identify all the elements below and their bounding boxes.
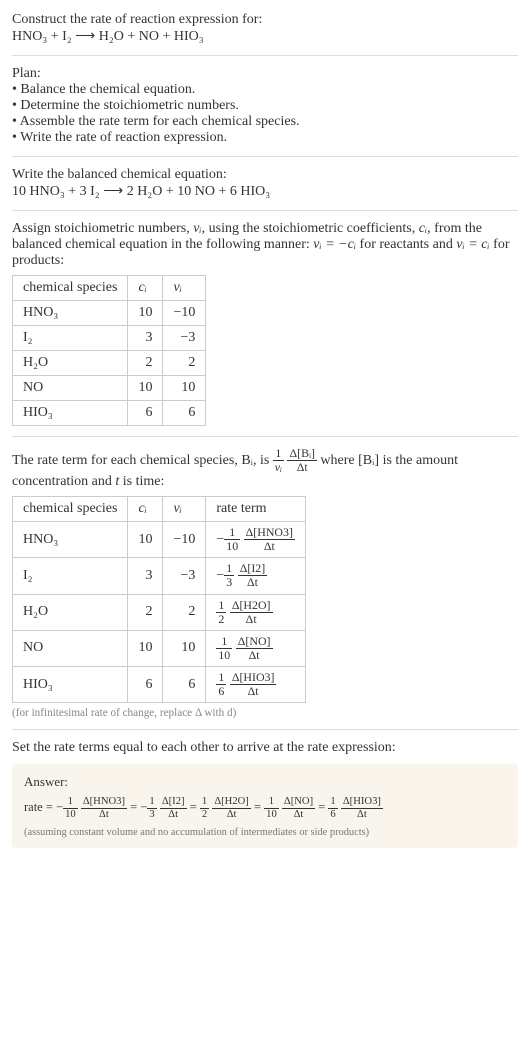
- col-c: cᵢ: [128, 497, 163, 522]
- rate-term: 12 Δ[H2O]Δt: [200, 800, 251, 814]
- eq-rhs: H₂O + NO + HIO₃: [99, 29, 204, 44]
- rateterm-table: chemical species cᵢ νᵢ rate term HNO₃10−…: [12, 496, 306, 703]
- table-row: HIO₃66: [13, 401, 206, 426]
- rate-term: 110 Δ[NO]Δt: [264, 800, 315, 814]
- construct-label: Construct the rate of reaction expressio…: [12, 12, 518, 28]
- col-nu: νᵢ: [163, 497, 206, 522]
- divider: [12, 55, 518, 56]
- col-species: chemical species: [13, 276, 128, 301]
- delta-frac: Δ[Bᵢ]Δt: [287, 447, 316, 474]
- balanced-equation: 10 HNO₃ + 3 I₂ ⟶ 2 H₂O + 10 NO + 6 HIO₃: [12, 183, 518, 200]
- table-header-row: chemical species cᵢ νᵢ: [13, 276, 206, 301]
- coef-frac: 1νᵢ: [273, 447, 284, 474]
- plan-list: Balance the chemical equation. Determine…: [12, 82, 518, 146]
- table-row: H₂O22: [13, 351, 206, 376]
- table-row: NO1010110 Δ[NO]Δt: [13, 630, 306, 666]
- table-header-row: chemical species cᵢ νᵢ rate term: [13, 497, 306, 522]
- col-species: chemical species: [13, 497, 128, 522]
- plan-item: Write the rate of reaction expression.: [12, 130, 518, 146]
- table-row: I₂3−3: [13, 326, 206, 351]
- table-row: H₂O2212 Δ[H2O]Δt: [13, 594, 306, 630]
- table-row: HNO₃10−10−110 Δ[HNO3]Δt: [13, 522, 306, 558]
- balanced-section: Write the balanced chemical equation: 10…: [12, 167, 518, 200]
- col-rate: rate term: [206, 497, 306, 522]
- answer-label: Answer:: [24, 774, 506, 790]
- assign-text: Assign stoichiometric numbers, νᵢ, using…: [12, 221, 509, 268]
- assign-section: Assign stoichiometric numbers, νᵢ, using…: [12, 221, 518, 426]
- divider: [12, 156, 518, 157]
- rate-term: −13 Δ[I2]Δt: [140, 800, 186, 814]
- plan-heading: Plan:: [12, 66, 518, 82]
- final-heading: Set the rate terms equal to each other t…: [12, 740, 518, 756]
- divider: [12, 436, 518, 437]
- col-c: cᵢ: [128, 276, 163, 301]
- intro-section: Construct the rate of reaction expressio…: [12, 12, 518, 45]
- stoich-table: chemical species cᵢ νᵢ HNO₃10−10 I₂3−3 H…: [12, 275, 206, 426]
- table-row: NO1010: [13, 376, 206, 401]
- plan-section: Plan: Balance the chemical equation. Det…: [12, 66, 518, 146]
- plan-item: Balance the chemical equation.: [12, 82, 518, 98]
- final-section: Set the rate terms equal to each other t…: [12, 740, 518, 847]
- rateterm-footnote: (for infinitesimal rate of change, repla…: [12, 707, 518, 719]
- rateterm-section: The rate term for each chemical species,…: [12, 447, 518, 719]
- plan-item: Determine the stoichiometric numbers.: [12, 98, 518, 114]
- divider: [12, 729, 518, 730]
- table-row: HNO₃10−10: [13, 301, 206, 326]
- rateterm-text: The rate term for each chemical species,…: [12, 453, 458, 489]
- divider: [12, 210, 518, 211]
- eq-lhs: HNO₃ + I₂: [12, 29, 72, 44]
- rate-assumption: (assuming constant volume and no accumul…: [24, 827, 506, 838]
- plan-item: Assemble the rate term for each chemical…: [12, 114, 518, 130]
- col-nu: νᵢ: [163, 276, 206, 301]
- table-row: I₂3−3−13 Δ[I2]Δt: [13, 558, 306, 594]
- rate-label: rate =: [24, 800, 56, 814]
- eq-arrow: ⟶: [75, 29, 95, 44]
- answer-box: Answer: rate = −110 Δ[HNO3]Δt = −13 Δ[I2…: [12, 764, 518, 847]
- table-row: HIO₃6616 Δ[HIO3]Δt: [13, 666, 306, 702]
- balanced-heading: Write the balanced chemical equation:: [12, 167, 518, 183]
- rate-term: 16 Δ[HIO3]Δt: [328, 800, 383, 814]
- rate-term: −110 Δ[HNO3]Δt: [56, 800, 127, 814]
- unbalanced-equation: HNO₃ + I₂ ⟶ H₂O + NO + HIO₃: [12, 28, 518, 45]
- rate-expression: rate = −110 Δ[HNO3]Δt = −13 Δ[I2]Δt = 12…: [24, 796, 506, 820]
